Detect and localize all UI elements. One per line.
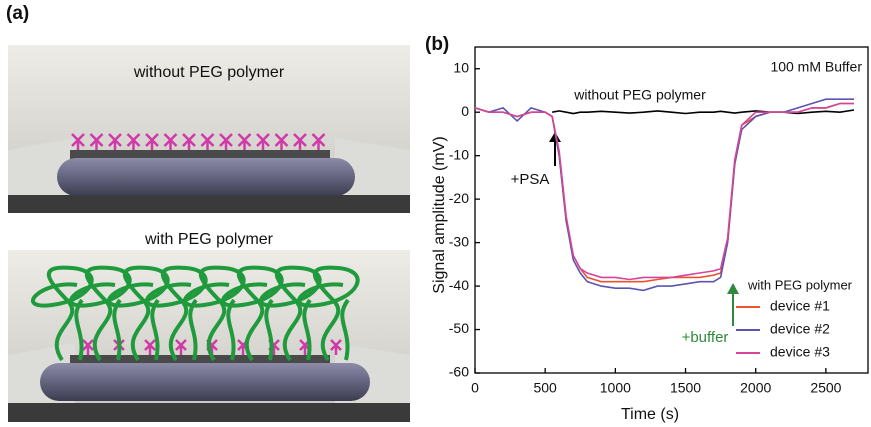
panel-label: (a) — [6, 3, 29, 24]
legend-label: device #1 — [770, 298, 830, 314]
y-tick-label: 10 — [453, 59, 469, 75]
linker — [293, 133, 307, 150]
y-tick-label: -30 — [449, 233, 469, 249]
linker — [330, 339, 342, 355]
series-line — [474, 102, 854, 281]
caption: without PEG polymer — [133, 64, 285, 81]
linker — [144, 339, 156, 355]
linker — [126, 133, 141, 150]
series-label: without PEG polymer — [573, 87, 706, 103]
linker — [145, 133, 159, 150]
panel-label: (b) — [425, 34, 449, 55]
linker — [163, 133, 178, 150]
linker — [175, 339, 187, 355]
linker — [311, 133, 326, 150]
x-axis-label: Time (s) — [621, 406, 679, 423]
plot-frame — [474, 46, 869, 374]
x-tick-label: 1000 — [600, 380, 631, 396]
legend-label: device #2 — [770, 321, 830, 337]
x-tick-label: 500 — [533, 380, 557, 396]
annotation: +buffer — [682, 329, 729, 346]
linker — [89, 133, 104, 150]
linker — [200, 133, 215, 150]
annotation: +PSA — [511, 171, 550, 188]
x-tick-label: 2500 — [810, 380, 841, 396]
peg-coil — [297, 265, 360, 362]
series-line — [552, 109, 855, 115]
series-line — [474, 98, 854, 292]
linker — [182, 133, 196, 150]
x-tick-label: 1500 — [670, 380, 701, 396]
caption: with PEG polymer — [144, 231, 274, 248]
arrow-head — [549, 132, 561, 142]
illustration-top — [8, 45, 410, 213]
linker — [82, 339, 94, 355]
x-tick-label: 2000 — [740, 380, 771, 396]
y-tick-label: -20 — [449, 190, 469, 206]
x-tick-label: 0 — [471, 380, 479, 396]
linker — [274, 133, 289, 150]
y-tick-label: 0 — [461, 103, 469, 119]
legend-label: device #3 — [770, 344, 830, 360]
y-tick-label: -10 — [449, 146, 469, 162]
y-tick-label: -60 — [449, 364, 469, 380]
linker — [237, 133, 252, 150]
linker — [256, 133, 270, 150]
y-tick-label: -50 — [449, 320, 469, 336]
linker — [108, 133, 122, 150]
arrow-head — [727, 283, 739, 294]
y-axis-label: Signal amplitude (mV) — [431, 136, 448, 293]
linker — [219, 133, 233, 150]
series-line — [474, 102, 854, 283]
linker — [71, 133, 85, 150]
legend-title: with PEG polymer — [747, 277, 853, 292]
illustration-bottom — [8, 250, 410, 422]
annotation: 100 mM Buffer — [770, 59, 862, 75]
y-tick-label: -40 — [449, 277, 469, 293]
